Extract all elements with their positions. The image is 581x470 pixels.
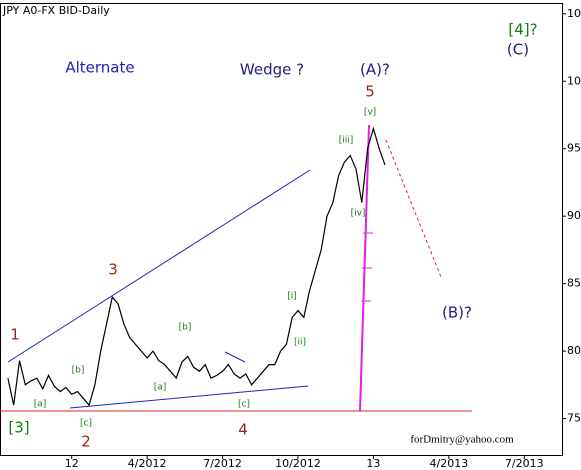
x-tick-label: 13 — [366, 457, 380, 470]
plot-frame — [0, 3, 563, 456]
y-tick-label: 90.0 — [567, 209, 581, 222]
annotation: [a] — [154, 383, 167, 393]
annotation: [3] — [8, 419, 29, 437]
watermark: forDmitry@yahoo.com — [410, 434, 514, 446]
annotation: [b] — [72, 366, 85, 376]
annotation: [iv] — [351, 209, 366, 219]
annotation: (B)? — [442, 304, 472, 322]
annotation: [v] — [364, 108, 376, 118]
y-tick-label: 75.0 — [567, 412, 581, 425]
annotation: (C) — [507, 41, 529, 59]
price-line — [7, 126, 386, 407]
trend-line — [7, 169, 311, 363]
y-tick-label: 100.0 — [567, 74, 581, 87]
annotation: 4 — [238, 421, 248, 439]
y-tick-label: 80.0 — [567, 344, 581, 357]
y-tick-label: 105.0 — [567, 7, 581, 20]
x-tick-label: 4/2012 — [128, 457, 167, 470]
annotation: [ii] — [294, 338, 306, 348]
annotation: 1 — [10, 326, 20, 344]
annotation: [iii] — [339, 136, 354, 146]
annotation: Alternate — [65, 59, 134, 77]
annotation: [b] — [179, 323, 192, 333]
annotation: (A)? — [360, 61, 390, 79]
x-tick-label: 7/2012 — [203, 457, 242, 470]
projection — [385, 139, 442, 278]
annotation: Wedge ? — [240, 61, 304, 79]
annotation: [i] — [287, 292, 297, 302]
annotation: 3 — [108, 261, 118, 279]
annotation: [c] — [238, 400, 250, 410]
annotation: 5 — [365, 83, 375, 101]
x-tick-label: 10/2012 — [275, 457, 321, 470]
annotation: [a] — [34, 400, 47, 410]
annotation: [4]? — [508, 21, 537, 39]
x-tick-label: 7/2013 — [505, 457, 544, 470]
annotation: 2 — [81, 433, 91, 451]
x-tick-label: 4/2013 — [430, 457, 469, 470]
trend-line — [69, 385, 309, 409]
x-tick-label: 12 — [65, 457, 79, 470]
annotation: [c] — [80, 419, 92, 429]
y-tick-label: 85.0 — [567, 277, 581, 290]
chart-title: JPY A0-FX BID-Daily — [2, 4, 110, 17]
trend-line — [224, 351, 246, 363]
y-tick-label: 95.0 — [567, 142, 581, 155]
